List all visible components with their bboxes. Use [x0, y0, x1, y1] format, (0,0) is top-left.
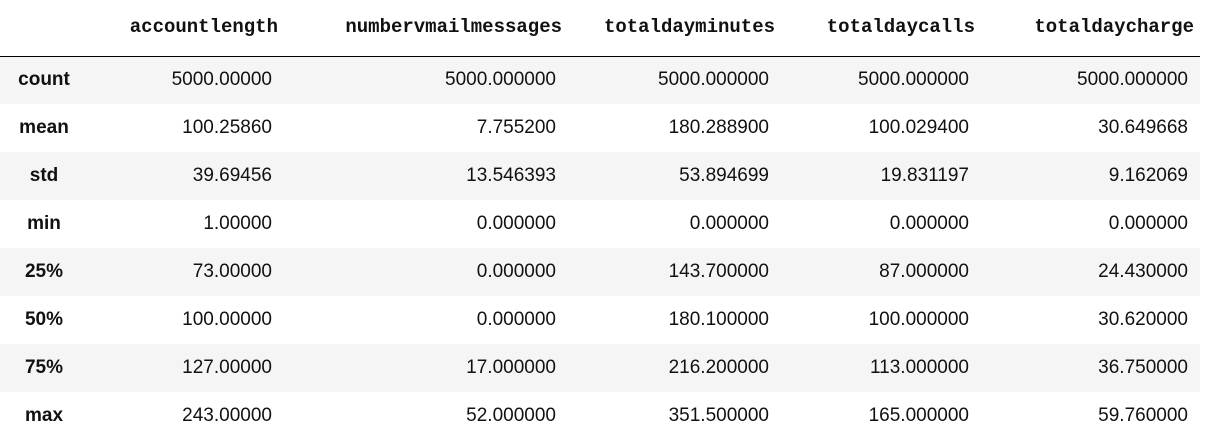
table-cell: 39.69456 — [192, 165, 272, 186]
table-cell: 216.200000 — [668, 357, 769, 378]
table-cell: 0.000000 — [689, 213, 769, 234]
table-cell: 5000.000000 — [658, 69, 769, 91]
table-cell: 17.000000 — [466, 357, 556, 378]
row-label: min — [27, 213, 61, 234]
table-cell: 5000.00000 — [171, 69, 272, 91]
row-label: max — [24, 405, 64, 426]
table-row-max: max 243.00000 52.000000 351.500000 165.0… — [0, 392, 1200, 440]
row-label: mean — [19, 117, 69, 138]
table-cell: 5000.000000 — [858, 69, 969, 91]
row-label: 50% — [24, 309, 64, 330]
table-header: accountlength numbervmailmessages totald… — [0, 0, 1200, 57]
table-cell: 113.000000 — [870, 357, 969, 378]
table-cell: 52.000000 — [466, 405, 556, 426]
table-cell: 180.288900 — [668, 117, 769, 138]
row-label: 25% — [24, 261, 64, 282]
table-cell: 36.750000 — [1098, 357, 1188, 378]
table-row-count: count 5000.00000 5000.000000 5000.000000… — [0, 56, 1200, 104]
table-row-std: std 39.69456 13.546393 53.894699 19.8311… — [0, 152, 1200, 200]
table-cell: 127.00000 — [182, 357, 272, 378]
table-cell: 0.000000 — [476, 309, 556, 330]
table-row-mean: mean 100.25860 7.755200 180.288900 100.0… — [0, 104, 1200, 152]
table-cell: 351.500000 — [668, 405, 769, 426]
table-row-75pct: 75% 127.00000 17.000000 216.200000 113.0… — [0, 344, 1200, 392]
table-cell: 24.430000 — [1098, 261, 1188, 282]
table-cell: 100.029400 — [868, 117, 969, 138]
table-cell: 19.831197 — [880, 165, 969, 186]
table-cell: 0.000000 — [1108, 213, 1188, 234]
index-header — [0, 0, 88, 57]
table-cell: 53.894699 — [679, 165, 769, 186]
column-header-totaldaycalls: totaldaycalls — [781, 0, 981, 57]
table-cell: 0.000000 — [476, 213, 556, 234]
table-cell: 100.00000 — [182, 309, 272, 330]
table-cell: 5000.000000 — [445, 69, 556, 91]
table-cell: 7.755200 — [476, 117, 556, 138]
row-label: count — [18, 69, 70, 91]
table-cell: 165.000000 — [868, 405, 969, 426]
table-cell: 30.620000 — [1098, 309, 1188, 330]
table-cell: 100.000000 — [868, 309, 969, 330]
table-cell: 243.00000 — [182, 405, 272, 426]
table-cell: 0.000000 — [476, 261, 556, 282]
row-label: 75% — [24, 357, 64, 378]
table-cell: 0.000000 — [889, 213, 969, 234]
row-label: std — [29, 165, 59, 186]
table-cell: 5000.000000 — [1077, 69, 1188, 91]
column-header-totaldayminutes: totaldayminutes — [568, 0, 781, 57]
column-header-accountlength: accountlength — [88, 0, 284, 57]
table-cell: 9.162069 — [1108, 165, 1188, 186]
header-row: accountlength numbervmailmessages totald… — [0, 0, 1200, 57]
table-cell: 73.00000 — [192, 261, 272, 282]
table-cell: 1.00000 — [203, 213, 272, 234]
table-cell: 180.100000 — [668, 309, 769, 330]
table-cell: 30.649668 — [1098, 117, 1188, 138]
table-row-50pct: 50% 100.00000 0.000000 180.100000 100.00… — [0, 296, 1200, 344]
column-header-numbervmailmessages: numbervmailmessages — [284, 0, 568, 57]
table-cell: 87.000000 — [879, 261, 969, 282]
table-row-25pct: 25% 73.00000 0.000000 143.700000 87.0000… — [0, 248, 1200, 296]
column-header-totaldaycharge: totaldaycharge — [981, 0, 1200, 57]
table-cell: 59.760000 — [1098, 405, 1188, 426]
table-cell: 13.546393 — [466, 165, 556, 186]
table-cell: 100.25860 — [182, 117, 272, 138]
table-cell: 143.700000 — [668, 261, 769, 282]
table-body: count 5000.00000 5000.000000 5000.000000… — [0, 56, 1200, 440]
table-row-min: min 1.00000 0.000000 0.000000 0.000000 0… — [0, 200, 1200, 248]
